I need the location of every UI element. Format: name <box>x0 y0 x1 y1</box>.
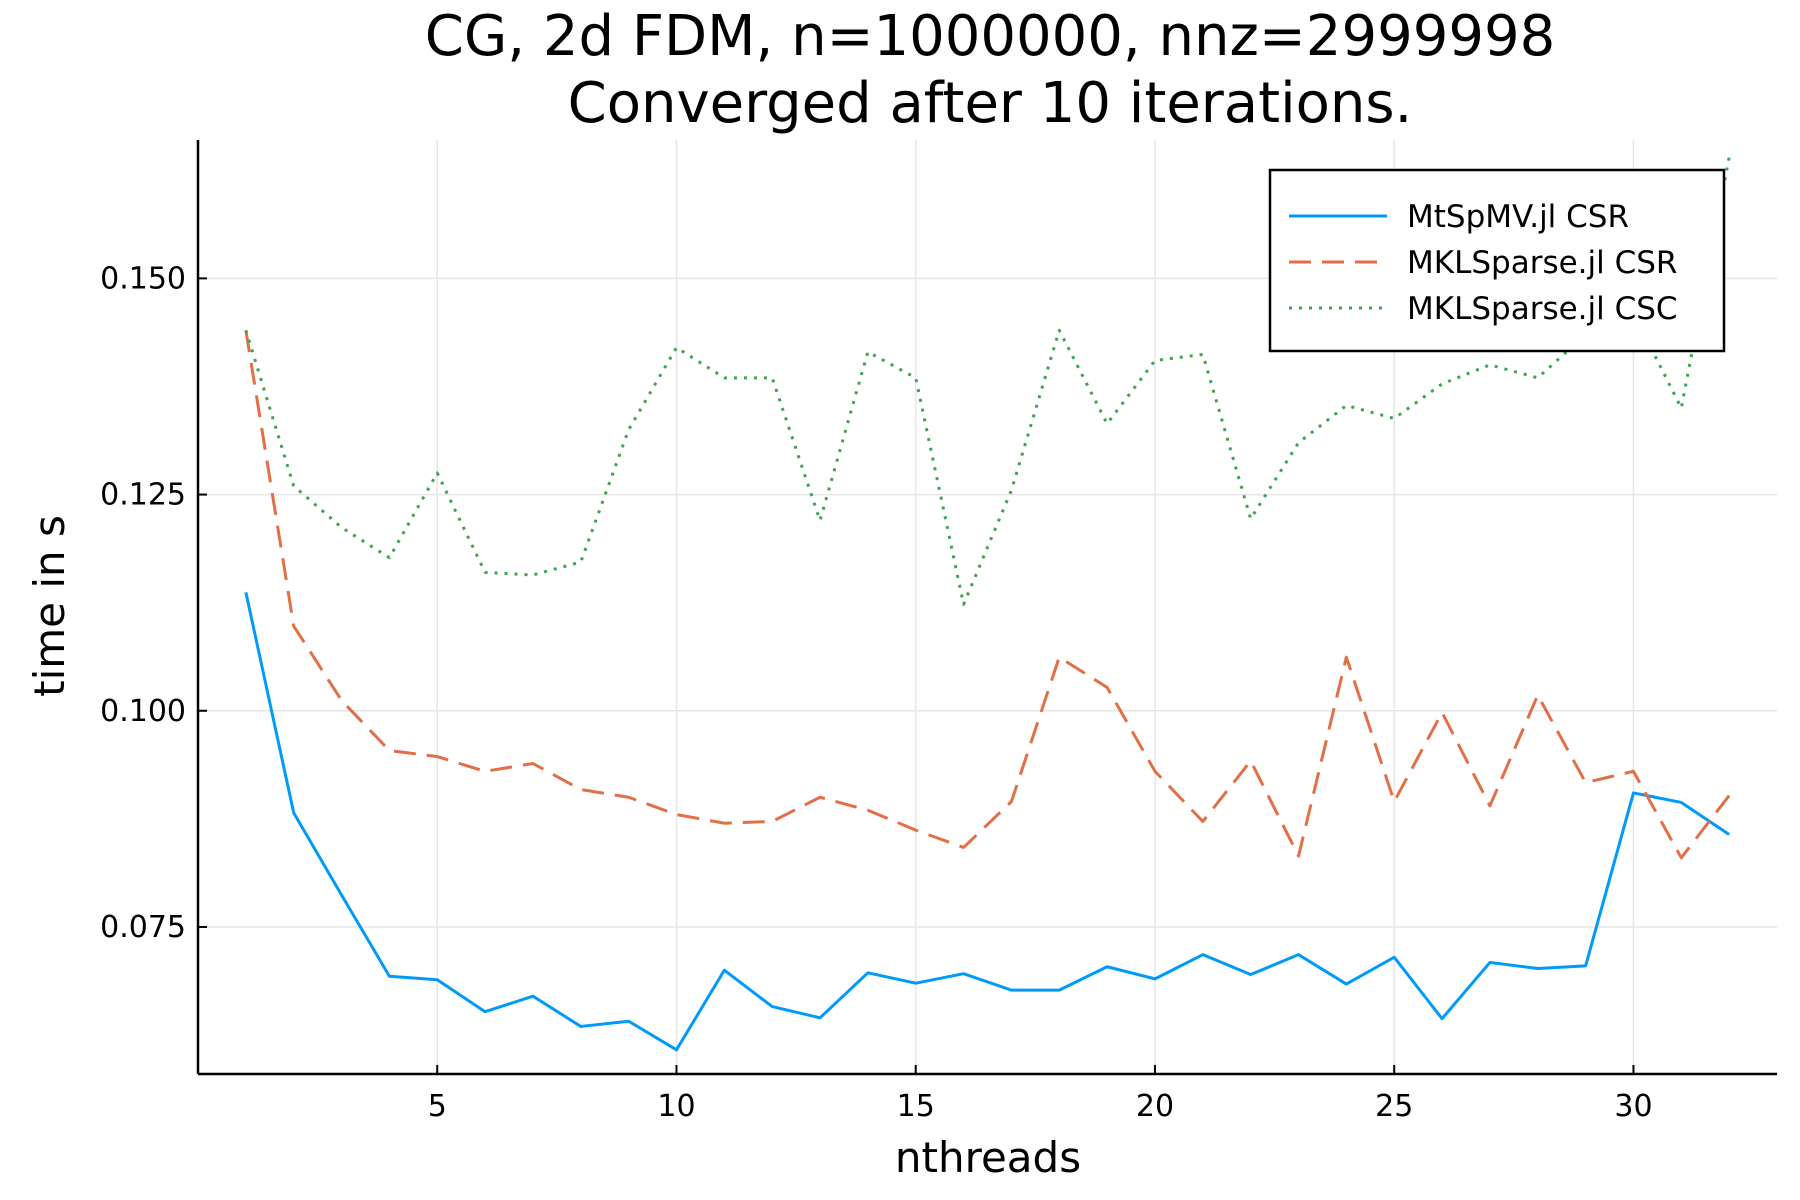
y-tick-label: 0.150 <box>100 261 186 296</box>
legend-label-mtspmv-csr: MtSpMV.jl CSR <box>1407 199 1629 235</box>
x-tick-label: 30 <box>1614 1089 1652 1124</box>
legend-box <box>1268 168 1726 353</box>
y-tick-label: 0.125 <box>100 478 186 513</box>
series-line-mklsparse-jl-csc <box>244 157 1731 606</box>
series-line-mtspmv-jl-csr <box>244 591 1730 1052</box>
y-tick-labels: 0.075 0.100 0.125 0.150 <box>100 261 207 945</box>
axes <box>196 140 1777 1076</box>
x-tick-label: 5 <box>428 1089 447 1124</box>
legend-label-mklsparse-csr: MKLSparse.jl CSR <box>1407 245 1677 281</box>
series-line-mklsparse-jl-csr <box>244 330 1731 860</box>
x-tick-label: 15 <box>897 1089 935 1124</box>
y-tick-label: 0.100 <box>100 694 186 729</box>
chart-subtitle: Converged after 10 iterations. <box>568 71 1413 136</box>
legend: MtSpMV.jl CSR MKLSparse.jl CSR MKLSparse… <box>1268 168 1726 353</box>
x-tick-label: 10 <box>657 1089 695 1124</box>
x-tick-labels: 5 10 15 20 25 30 <box>428 1065 1653 1124</box>
series-layer <box>244 157 1731 1052</box>
legend-label-mklsparse-csc: MKLSparse.jl CSC <box>1407 291 1678 327</box>
y-axis-label: time in s <box>25 515 74 697</box>
chart-title: CG, 2d FDM, n=1000000, nnz=2999998 <box>425 4 1555 69</box>
x-tick-label: 20 <box>1136 1089 1174 1124</box>
x-axis-label: nthreads <box>895 1133 1081 1182</box>
y-tick-label: 0.075 <box>100 910 186 945</box>
x-tick-label: 25 <box>1375 1089 1413 1124</box>
